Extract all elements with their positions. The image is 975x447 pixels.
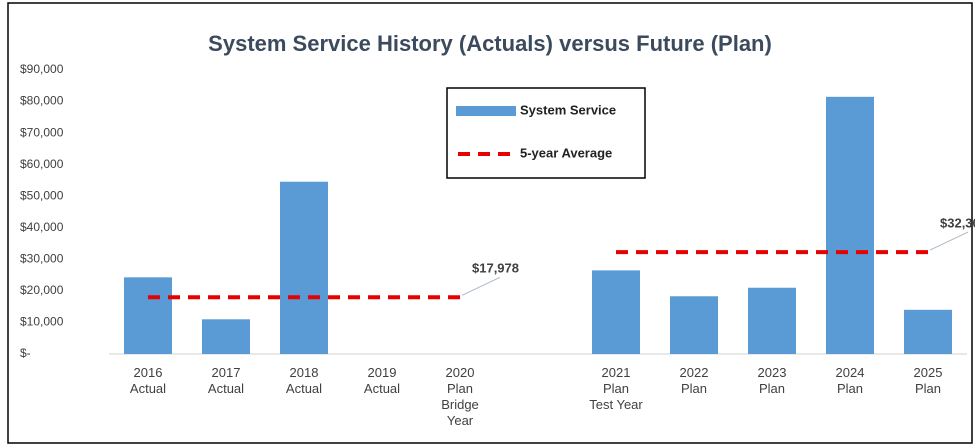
x-tick-label-line: Plan xyxy=(603,381,629,396)
legend-label: 5-year Average xyxy=(520,145,612,160)
x-tick-label-line: Year xyxy=(447,413,474,428)
x-tick-label-line: Bridge xyxy=(441,397,479,412)
x-tick-label: 2021 Plan Test Year xyxy=(589,365,643,412)
x-tick-label-line: Plan xyxy=(837,381,863,396)
x-tick-label-line: 2017 xyxy=(212,365,241,380)
x-tick-label-line: 2023 xyxy=(758,365,787,380)
x-tick-label-line: Actual xyxy=(130,381,166,396)
chart-border xyxy=(7,2,973,444)
x-tick-label-line: 2022 xyxy=(680,365,709,380)
y-tick-label: $90,000 xyxy=(20,62,64,76)
x-tick-label: 2025 Plan xyxy=(914,365,943,396)
y-tick-label: $20,000 xyxy=(20,283,64,297)
x-tick-label: 2016 Actual xyxy=(130,365,166,396)
x-tick-label-line: Actual xyxy=(364,381,400,396)
y-tick-label: $30,000 xyxy=(20,252,64,266)
x-tick-label-line: 2019 xyxy=(368,365,397,380)
legend-swatch xyxy=(456,106,516,116)
chart-title: System Service History (Actuals) versus … xyxy=(208,31,772,56)
bar xyxy=(748,287,796,354)
x-tick-label-line: 2021 xyxy=(602,365,631,380)
x-tick-label-line: Plan xyxy=(915,381,941,396)
legend-label: System Service xyxy=(520,102,616,117)
x-tick-label: 2018 Actual xyxy=(286,365,322,396)
y-tick-label: $10,000 xyxy=(20,315,64,329)
x-tick-label-line: 2016 xyxy=(134,365,163,380)
x-tick-label-line: 2025 xyxy=(914,365,943,380)
x-tick-label: 2022 Plan xyxy=(680,365,709,396)
x-tick-label-line: 2020 xyxy=(446,365,475,380)
y-tick-label: $80,000 xyxy=(20,94,64,108)
x-tick-label: 2024 Plan xyxy=(836,365,865,396)
bar xyxy=(592,270,640,354)
data-label: $17,978 xyxy=(472,261,519,276)
x-tick-label-line: Plan xyxy=(759,381,785,396)
x-tick-label-line: Actual xyxy=(208,381,244,396)
bar xyxy=(670,296,718,354)
x-tick-label: 2023 Plan xyxy=(758,365,787,396)
y-tick-label: $50,000 xyxy=(20,188,64,202)
x-tick-label-line: Plan xyxy=(681,381,707,396)
data-label: $32,300 xyxy=(940,216,975,231)
x-tick-label: 2019 Actual xyxy=(364,365,400,396)
x-tick-label-line: Plan xyxy=(447,381,473,396)
x-tick-label-line: 2024 xyxy=(836,365,865,380)
x-tick-label: 2017 Actual xyxy=(208,365,244,396)
label-leader xyxy=(461,276,501,296)
bar xyxy=(826,96,874,355)
x-tick-label-line: Actual xyxy=(286,381,322,396)
x-tick-label-line: 2018 xyxy=(290,365,319,380)
legend-box xyxy=(446,87,646,179)
bar xyxy=(124,277,172,354)
x-tick-label: 2020 Plan Bridge Year xyxy=(441,365,479,428)
label-leader xyxy=(929,231,969,251)
y-tick-label: $70,000 xyxy=(20,125,64,139)
y-tick-label: $60,000 xyxy=(20,157,64,171)
bar xyxy=(202,319,250,354)
bar xyxy=(904,309,952,354)
x-tick-label-line: Test Year xyxy=(589,397,643,412)
y-tick-label: $40,000 xyxy=(20,220,64,234)
bar xyxy=(280,181,328,354)
y-tick-label: $- xyxy=(20,346,31,360)
